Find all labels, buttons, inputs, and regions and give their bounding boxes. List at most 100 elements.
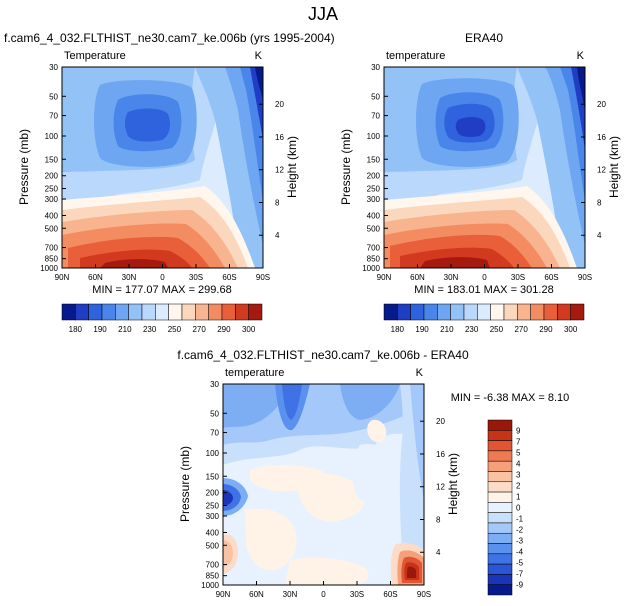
model-colorbar-label: 190 (93, 325, 107, 334)
diff-colorbar-swatch (487, 532, 513, 544)
diff-ytick-label: 150 (206, 472, 220, 481)
diff-colorbar-swatch (487, 440, 513, 452)
diff-colorbar-swatch (487, 563, 513, 575)
diff-colorbar-label: 0 (516, 504, 521, 513)
model-colorbar-label: 270 (192, 325, 206, 334)
diff-colorbar-swatch (487, 430, 513, 441)
obs-ytick-label: 700 (367, 244, 381, 253)
diff-colorbar-swatch (487, 491, 513, 503)
diff-colorbar-swatch (487, 471, 513, 483)
obs-xtick-label: 0 (482, 273, 487, 282)
obs-xtick-label: 90N (377, 273, 392, 282)
diff-xtick-label: 90N (216, 590, 231, 599)
obs-y2-axis: 20 16 12 8 4 (581, 100, 606, 240)
model-panel: f.cam6_4_032.FLTHIST_ne30.cam7_ke.006b (… (4, 31, 335, 334)
obs-colorbar: 180 190 210 230 250 270 290 300 (383, 303, 585, 334)
diff-y2label: Height (km) (446, 453, 460, 515)
model-colorbar-swatch (248, 303, 263, 321)
model-right-label: K (255, 50, 263, 62)
diff-colorbar-label: -5 (516, 559, 524, 568)
model-colorbar-swatch (61, 303, 76, 321)
obs-xtick-label: 60N (410, 273, 425, 282)
obs-xtick-label: 90S (578, 273, 592, 282)
model-colorbar-swatch (141, 303, 156, 321)
model-colorbar-label: 300 (242, 325, 256, 334)
model-colorbar-swatch (101, 303, 116, 321)
model-y2tick-label: 4 (275, 231, 280, 240)
obs-y2tick-label: 8 (597, 198, 602, 207)
model-y2tick-label: 16 (275, 133, 284, 142)
diff-ytick-label: 50 (210, 409, 219, 418)
diff-xtick-label: 60S (383, 590, 397, 599)
model-xtick-label: 90S (256, 273, 270, 282)
diff-contour-field (223, 384, 424, 585)
diff-ytick-label: 500 (206, 541, 220, 550)
obs-contour-field (384, 67, 585, 268)
obs-ytick-label: 400 (367, 211, 381, 220)
model-xtick-label: 90N (55, 273, 70, 282)
obs-colorbar-label: 210 (440, 325, 454, 334)
obs-colorbar-label: 270 (514, 325, 528, 334)
model-colorbar-label: 290 (217, 325, 231, 334)
diff-xtick-label: 90S (417, 590, 431, 599)
diff-colorbar-label: 2 (516, 481, 521, 490)
model-ytick-label: 100 (45, 132, 59, 141)
obs-y2tick-label: 20 (597, 100, 606, 109)
model-ytick-label: 150 (45, 155, 59, 164)
obs-colorbar-swatch (570, 303, 585, 321)
diff-colorbar-label: -3 (516, 537, 524, 546)
obs-colorbar-swatch (397, 303, 411, 321)
obs-ytick-label: 50 (371, 92, 380, 101)
model-colorbar-swatch (235, 303, 249, 321)
diff-right-label: K (416, 367, 424, 379)
model-ytick-label: 400 (45, 211, 59, 220)
diff-ytick-label: 1000 (201, 581, 219, 590)
obs-ytick-label: 300 (367, 195, 381, 204)
model-ytick-label: 700 (45, 244, 59, 253)
model-colorbar-label: 230 (143, 325, 157, 334)
model-y2tick-label: 12 (275, 166, 284, 175)
model-ytick-label: 30 (49, 63, 58, 72)
model-ylabel: Pressure (mb) (17, 129, 31, 205)
obs-colorbar-label: 250 (490, 325, 504, 334)
diff-ytick-label: 700 (206, 561, 220, 570)
model-ytick-label: 70 (49, 112, 58, 121)
obs-ylabel: Pressure (mb) (339, 129, 353, 205)
model-colorbar-swatch (221, 303, 236, 321)
diff-panel: f.cam6_4_032.FLTHIST_ne30.cam7_ke.006b -… (177, 348, 569, 599)
diff-ylabel: Pressure (mb) (178, 446, 192, 522)
model-colorbar-swatch (88, 303, 103, 321)
model-panel-title: f.cam6_4_032.FLTHIST_ne30.cam7_ke.006b (… (4, 31, 335, 45)
obs-colorbar-swatch (437, 303, 451, 321)
diff-y2tick-label: 16 (436, 450, 445, 459)
diff-colorbar-label: -9 (516, 581, 524, 590)
obs-panel-title: ERA40 (465, 31, 503, 45)
obs-colorbar-swatch (410, 303, 425, 321)
model-xtick-label: 60S (222, 273, 236, 282)
model-left-label: Temperature (64, 50, 126, 62)
obs-colorbar-label: 190 (415, 325, 429, 334)
obs-right-label: K (577, 50, 585, 62)
model-ytick-label: 500 (45, 224, 59, 233)
model-colorbar-label: 180 (69, 325, 83, 334)
obs-colorbar-swatch (543, 303, 558, 321)
diff-colorbar-swatch (487, 543, 513, 555)
diff-colorbar-label: -7 (516, 570, 524, 579)
obs-colorbar-label: 180 (391, 325, 405, 334)
obs-ytick-label: 250 (367, 185, 381, 194)
diff-colorbar-swatch (487, 553, 513, 565)
diff-y2tick-label: 12 (436, 483, 445, 492)
obs-colorbar-swatch (517, 303, 531, 321)
model-colorbar-label: 210 (118, 325, 132, 334)
diff-colorbar-swatch (487, 419, 513, 431)
diff-ytick-label: 400 (206, 528, 220, 537)
diff-colorbar-swatch (487, 574, 513, 585)
obs-xtick-label: 30S (511, 273, 525, 282)
model-y2tick-label: 20 (275, 100, 284, 109)
model-ytick-label: 50 (49, 92, 58, 101)
model-ytick-label: 300 (45, 195, 59, 204)
diff-ytick-label: 30 (210, 380, 219, 389)
obs-ytick-label: 30 (371, 63, 380, 72)
